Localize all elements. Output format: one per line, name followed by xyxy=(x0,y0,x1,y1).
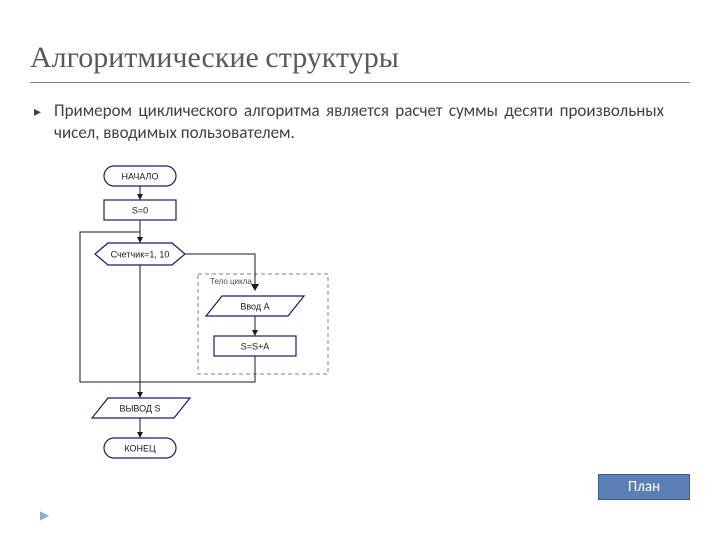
arrowhead-icon xyxy=(251,284,259,291)
body-paragraph: Примером циклического алгоритма является… xyxy=(54,100,664,144)
node-output-label: ВЫВОД S xyxy=(119,403,160,413)
plan-button[interactable]: План xyxy=(598,474,690,500)
node-loop-label: Счетчик=1, 10 xyxy=(111,249,170,259)
corner-triangle-icon: ▶ xyxy=(40,508,49,522)
loop-body-box xyxy=(198,274,328,374)
title-underline xyxy=(30,82,690,83)
flowchart-diagram: НАЧАЛО S=0 Счетчик=1, 10 Тело цикла Ввод… xyxy=(60,158,350,478)
bullet-icon: ▸ xyxy=(34,103,41,120)
loop-body-label: Тело цикла xyxy=(210,277,252,286)
node-start-label: НАЧАЛО xyxy=(122,171,159,181)
page-title: Алгоритмические структуры xyxy=(30,40,399,75)
node-sum-label: S=S+A xyxy=(241,341,270,351)
node-input-label: Ввод A xyxy=(240,301,269,311)
node-end-label: КОНЕЦ xyxy=(124,443,156,453)
node-init-label: S=0 xyxy=(132,205,148,215)
